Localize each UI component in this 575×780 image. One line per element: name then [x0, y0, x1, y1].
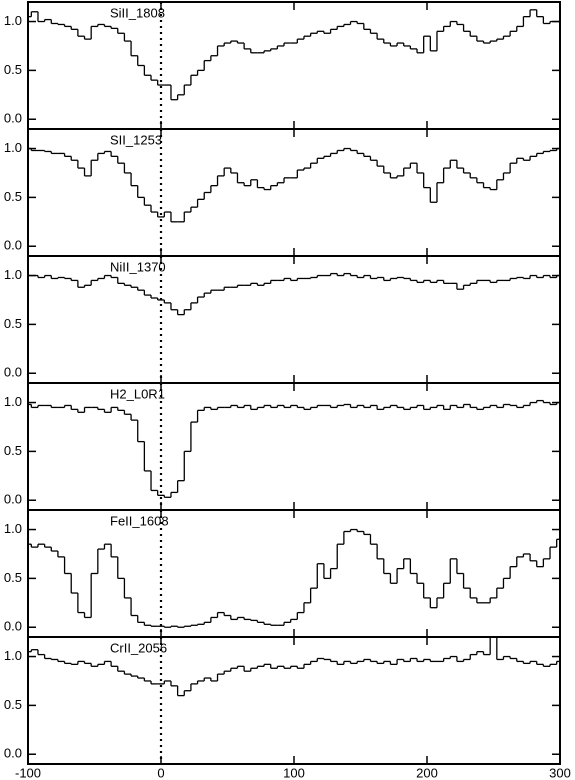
panel-label: SII_1253	[110, 132, 162, 147]
y-tick-label: 0.5	[4, 570, 22, 585]
y-tick-label: 1.0	[4, 140, 22, 155]
y-tick-label: 0.5	[4, 62, 22, 77]
panel-label: SiII_1808	[110, 5, 165, 20]
y-tick-label: 1.0	[4, 13, 22, 28]
x-tick-label: 200	[416, 765, 438, 780]
y-tick-label: 0.0	[4, 238, 22, 253]
y-tick-label: 0.5	[4, 316, 22, 331]
y-tick-label: 1.0	[4, 267, 22, 282]
panel-frame	[27, 128, 561, 257]
y-tick-label: 0.0	[4, 111, 22, 126]
panel-label: NiII_1370	[110, 259, 166, 274]
panel-label: FeII_1608	[110, 513, 169, 528]
y-tick-label: 0.0	[4, 365, 22, 380]
panel-label: H2_L0R1	[110, 386, 165, 401]
panel-frame	[27, 509, 561, 638]
x-tick-label: 0	[157, 765, 164, 780]
x-tick-label: 100	[283, 765, 305, 780]
y-tick-label: 0.0	[4, 746, 22, 761]
y-tick-label: 0.5	[4, 697, 22, 712]
y-tick-label: 0.0	[4, 619, 22, 634]
y-tick-label: 0.5	[4, 189, 22, 204]
y-tick-label: 1.0	[4, 521, 22, 536]
x-tick-label: -100	[15, 765, 41, 780]
panel-frame	[27, 636, 561, 765]
panel-frame	[27, 1, 561, 130]
y-tick-label: 0.0	[4, 492, 22, 507]
y-tick-label: 0.5	[4, 443, 22, 458]
y-tick-label: 1.0	[4, 394, 22, 409]
x-tick-label: 300	[549, 765, 571, 780]
panel-label: CrII_2056	[110, 640, 167, 655]
panel-frame	[27, 382, 561, 511]
y-tick-label: 1.0	[4, 648, 22, 663]
